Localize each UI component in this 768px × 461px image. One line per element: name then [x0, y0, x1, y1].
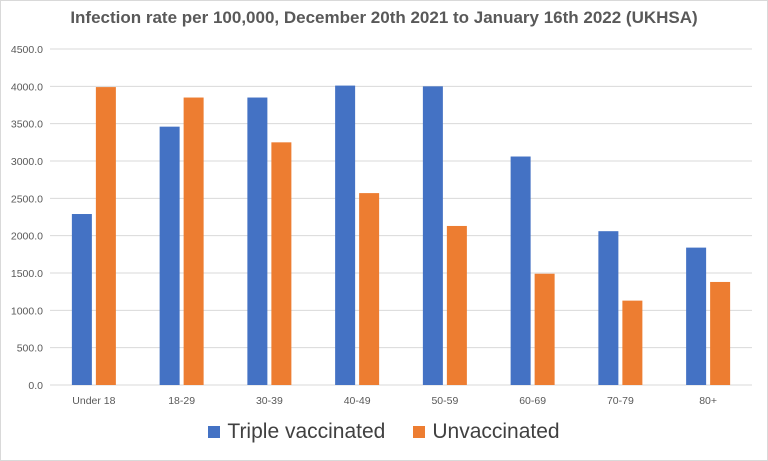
y-tick-label: 1000.0	[11, 305, 43, 317]
bar-triple-vaccinated	[335, 85, 356, 385]
y-tick-label: 0.0	[28, 380, 43, 392]
x-tick-label: 30-39	[256, 395, 283, 407]
bar-unvaccinated	[534, 273, 555, 385]
x-tick-label: 50-59	[431, 395, 458, 407]
x-tick-label: 40-49	[344, 395, 371, 407]
legend-label-unvaccinated: Unvaccinated	[432, 420, 560, 443]
bar-unvaccinated	[359, 193, 380, 385]
bar-triple-vaccinated	[598, 231, 619, 385]
bar-triple-vaccinated	[686, 247, 707, 385]
y-tick-label: 3500.0	[11, 119, 43, 131]
bar-unvaccinated	[271, 142, 292, 385]
bar-triple-vaccinated	[422, 86, 443, 385]
chart-title: Infection rate per 100,000, December 20t…	[70, 8, 698, 27]
legend-item-triple-vaccinated: Triple vaccinated	[208, 420, 385, 444]
x-tick-label: 60-69	[519, 395, 546, 407]
bar-unvaccinated	[183, 97, 204, 386]
chart-legend: Triple vaccinated Unvaccinated	[0, 420, 768, 444]
y-tick-label: 500.0	[17, 343, 43, 355]
bar-triple-vaccinated	[71, 214, 92, 385]
x-tick-label: 80+	[699, 395, 717, 407]
bar-triple-vaccinated	[247, 97, 268, 386]
legend-label-triple-vaccinated: Triple vaccinated	[227, 420, 386, 443]
legend-item-unvaccinated: Unvaccinated	[413, 420, 560, 444]
bar-unvaccinated	[446, 225, 467, 385]
bar-triple-vaccinated	[510, 156, 531, 385]
y-tick-label: 3000.0	[11, 156, 43, 168]
x-tick-label: Under 18	[72, 395, 115, 407]
y-tick-label: 1500.0	[11, 268, 43, 280]
bar-unvaccinated	[710, 281, 731, 385]
bar-unvaccinated	[95, 87, 116, 385]
y-tick-label: 2000.0	[11, 231, 43, 243]
legend-swatch-triple-vaccinated	[208, 426, 221, 438]
y-tick-label: 4500.0	[11, 44, 43, 56]
legend-swatch-unvaccinated	[413, 426, 426, 438]
bar-triple-vaccinated	[159, 126, 180, 386]
x-tick-label: 18-29	[168, 395, 195, 407]
x-tick-label: 70-79	[607, 395, 634, 407]
bar-unvaccinated	[622, 300, 643, 385]
y-tick-label: 2500.0	[11, 193, 43, 205]
y-tick-label: 4000.0	[11, 81, 43, 93]
